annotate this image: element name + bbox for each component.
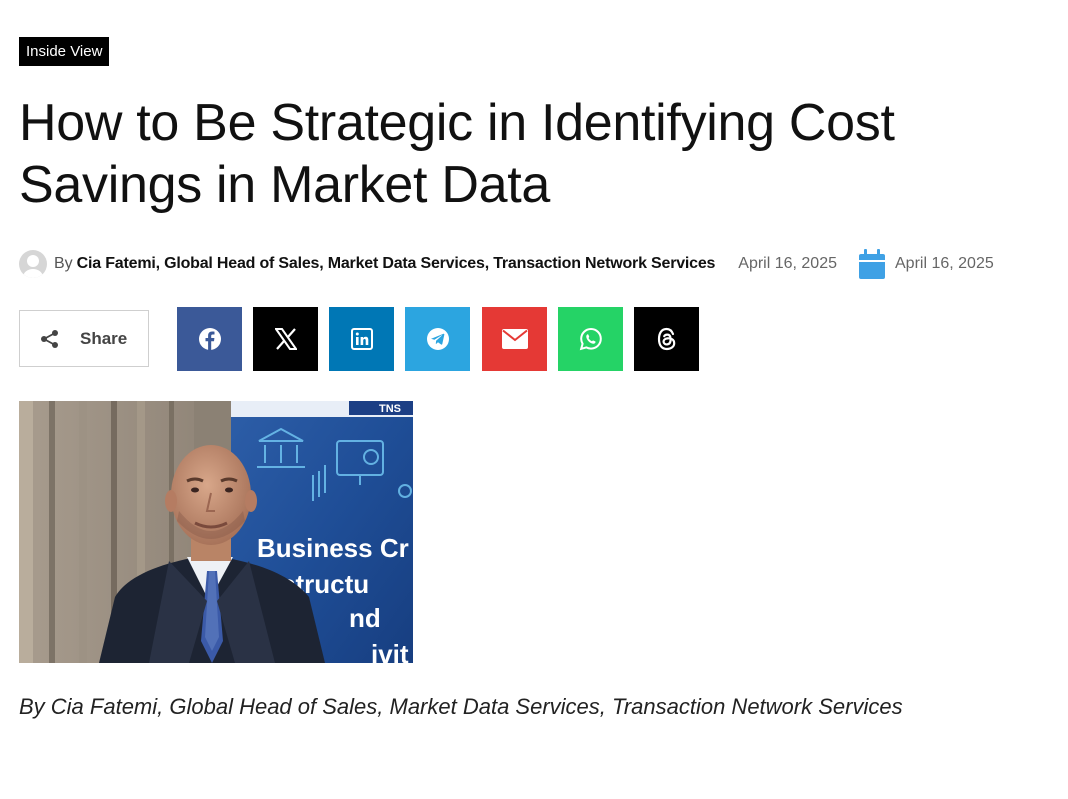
share-button[interactable]: Share xyxy=(19,310,149,367)
share-facebook-button[interactable] xyxy=(177,307,242,371)
updated-date: April 16, 2025 xyxy=(895,255,994,272)
share-label: Share xyxy=(80,328,128,348)
page-title: How to Be Strategic in Identifying Cost … xyxy=(19,94,895,214)
banner-logo: TNS xyxy=(379,403,401,415)
published-date: April 16, 2025 xyxy=(738,255,837,272)
category-badge[interactable]: Inside View xyxy=(19,37,110,66)
author-photo: TNS Business Cr structu nd ivit xyxy=(19,401,413,663)
share-threads-button[interactable] xyxy=(634,307,699,371)
x-icon xyxy=(274,328,297,350)
share-linkedin-button[interactable] xyxy=(329,307,394,371)
calendar-icon xyxy=(859,249,885,279)
threads-icon xyxy=(657,327,675,351)
banner-text-line-4: ivit xyxy=(371,639,409,663)
share-whatsapp-button[interactable] xyxy=(558,307,623,371)
by-label: By xyxy=(54,255,73,272)
banner-text-line-1: Business Cr xyxy=(257,533,409,563)
article-meta: By Cia Fatemi, Global Head of Sales, Mar… xyxy=(19,249,994,279)
author-link[interactable]: Cia Fatemi, Global Head of Sales, Market… xyxy=(76,255,716,272)
facebook-icon xyxy=(198,328,221,350)
whatsapp-icon xyxy=(579,327,602,351)
share-icon xyxy=(41,329,58,348)
share-telegram-button[interactable] xyxy=(405,307,470,371)
linkedin-icon xyxy=(350,328,373,350)
banner-text-line-3: nd xyxy=(349,603,381,633)
share-email-button[interactable] xyxy=(482,307,547,371)
author-avatar-icon[interactable] xyxy=(19,250,47,278)
email-icon xyxy=(501,329,528,349)
telegram-icon xyxy=(426,328,449,350)
share-x-button[interactable] xyxy=(253,307,318,371)
article-caption: By Cia Fatemi, Global Head of Sales, Mar… xyxy=(19,694,903,719)
